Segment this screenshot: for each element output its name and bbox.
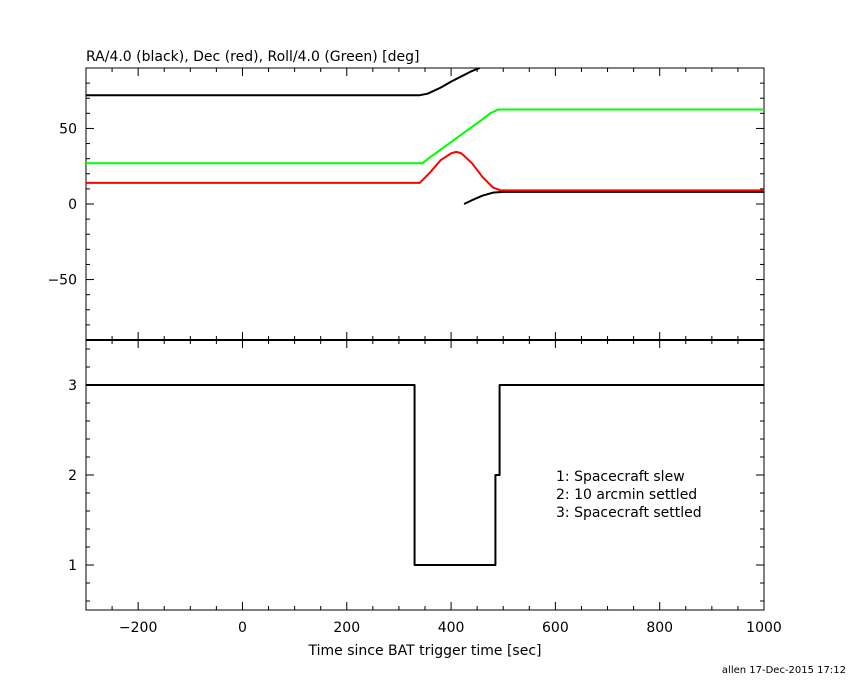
slew-status-line: [86, 384, 764, 566]
x-axis-label: Time since BAT trigger time [sec]: [308, 643, 542, 659]
y-tick-label: −50: [47, 273, 77, 289]
x-tick-label: 1000: [746, 620, 782, 636]
x-tick-label: 600: [542, 620, 569, 636]
bottom-panel-series: [86, 384, 764, 566]
legend-line-2: 2: 10 arcmin settled: [556, 487, 697, 503]
ra-4-0-line: [463, 190, 764, 205]
y-tick-label: 50: [59, 121, 77, 137]
x-tick-label: −200: [119, 620, 157, 636]
x-tick-label: 200: [333, 620, 360, 636]
top-panel-ticks: −50 0 50: [47, 67, 765, 341]
legend-line-1: 1: Spacecraft slew: [556, 469, 685, 485]
y-tick-label: 0: [68, 197, 77, 213]
y-tick-label: 1: [68, 558, 77, 574]
y-tick-label: 2: [68, 468, 77, 484]
x-tick-label: 400: [438, 620, 465, 636]
x-tick-label: 800: [646, 620, 673, 636]
ra-4-0-line: [86, 68, 481, 97]
legend-line-3: 3: Spacecraft settled: [556, 505, 702, 521]
y-tick-label: 3: [68, 378, 77, 394]
top-panel-title: RA/4.0 (black), Dec (red), Roll/4.0 (Gre…: [86, 49, 419, 65]
roll-4-0-line: [86, 108, 764, 165]
x-tick-label: 0: [238, 620, 247, 636]
dec-line: [86, 150, 764, 192]
top-panel-series: [86, 68, 764, 205]
footer-stamp: allen 17-Dec-2015 17:12: [722, 665, 846, 676]
